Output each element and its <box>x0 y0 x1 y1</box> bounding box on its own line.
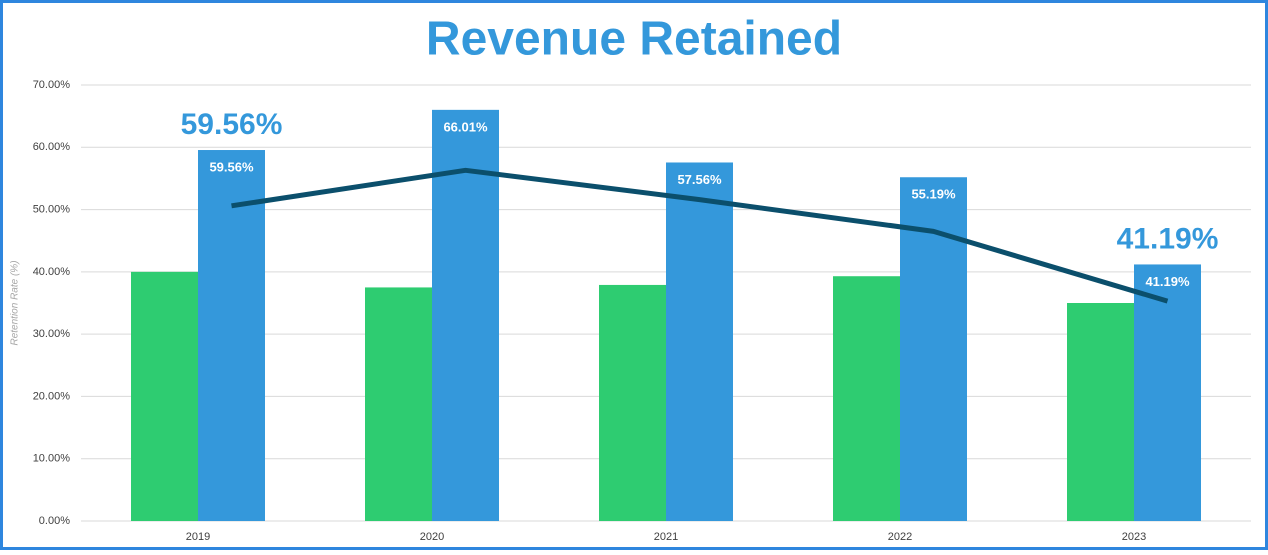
annotation: 59.56% <box>181 108 283 141</box>
x-tick-label: 2020 <box>420 531 444 543</box>
y-axis-label: Retention Rate (%) <box>10 260 21 345</box>
y-tick-label: 40.00% <box>33 266 71 278</box>
bar <box>833 276 900 521</box>
value-label: 41.19% <box>1145 274 1190 289</box>
value-label: 55.19% <box>911 187 956 202</box>
bar <box>198 150 265 521</box>
bar <box>131 271 198 521</box>
y-tick-label: 60.00% <box>33 141 71 153</box>
x-tick-label: 2022 <box>888 531 912 543</box>
value-label: 57.56% <box>677 172 722 187</box>
y-tick-label: 30.00% <box>33 328 71 340</box>
chart-title: Revenue Retained <box>426 13 842 66</box>
marks <box>131 109 1201 522</box>
bar <box>365 287 432 521</box>
value-label: 59.56% <box>209 159 254 174</box>
x-tick-label: 2023 <box>1122 531 1146 543</box>
y-tick-label: 50.00% <box>33 203 71 215</box>
y-tick-label: 0.00% <box>39 515 70 527</box>
x-tick-label: 2021 <box>654 531 678 543</box>
bar <box>666 162 733 521</box>
annotation: 41.19% <box>1117 222 1219 255</box>
bar <box>900 177 967 521</box>
value-label: 66.01% <box>443 119 488 134</box>
y-tick-label: 20.00% <box>33 390 71 402</box>
line <box>231 167 1169 304</box>
labels: 0.00% 10.00% 20.00% 30.00% 40.00% 50.00% 60.00… <box>33 79 1219 543</box>
bar <box>432 109 499 522</box>
bar <box>599 284 666 521</box>
x-tick-label: 2019 <box>186 531 210 543</box>
y-tick-label: 70.00% <box>33 79 71 91</box>
bar <box>1134 264 1201 521</box>
y-tick-label: 10.00% <box>33 453 71 465</box>
bar <box>1067 303 1134 521</box>
